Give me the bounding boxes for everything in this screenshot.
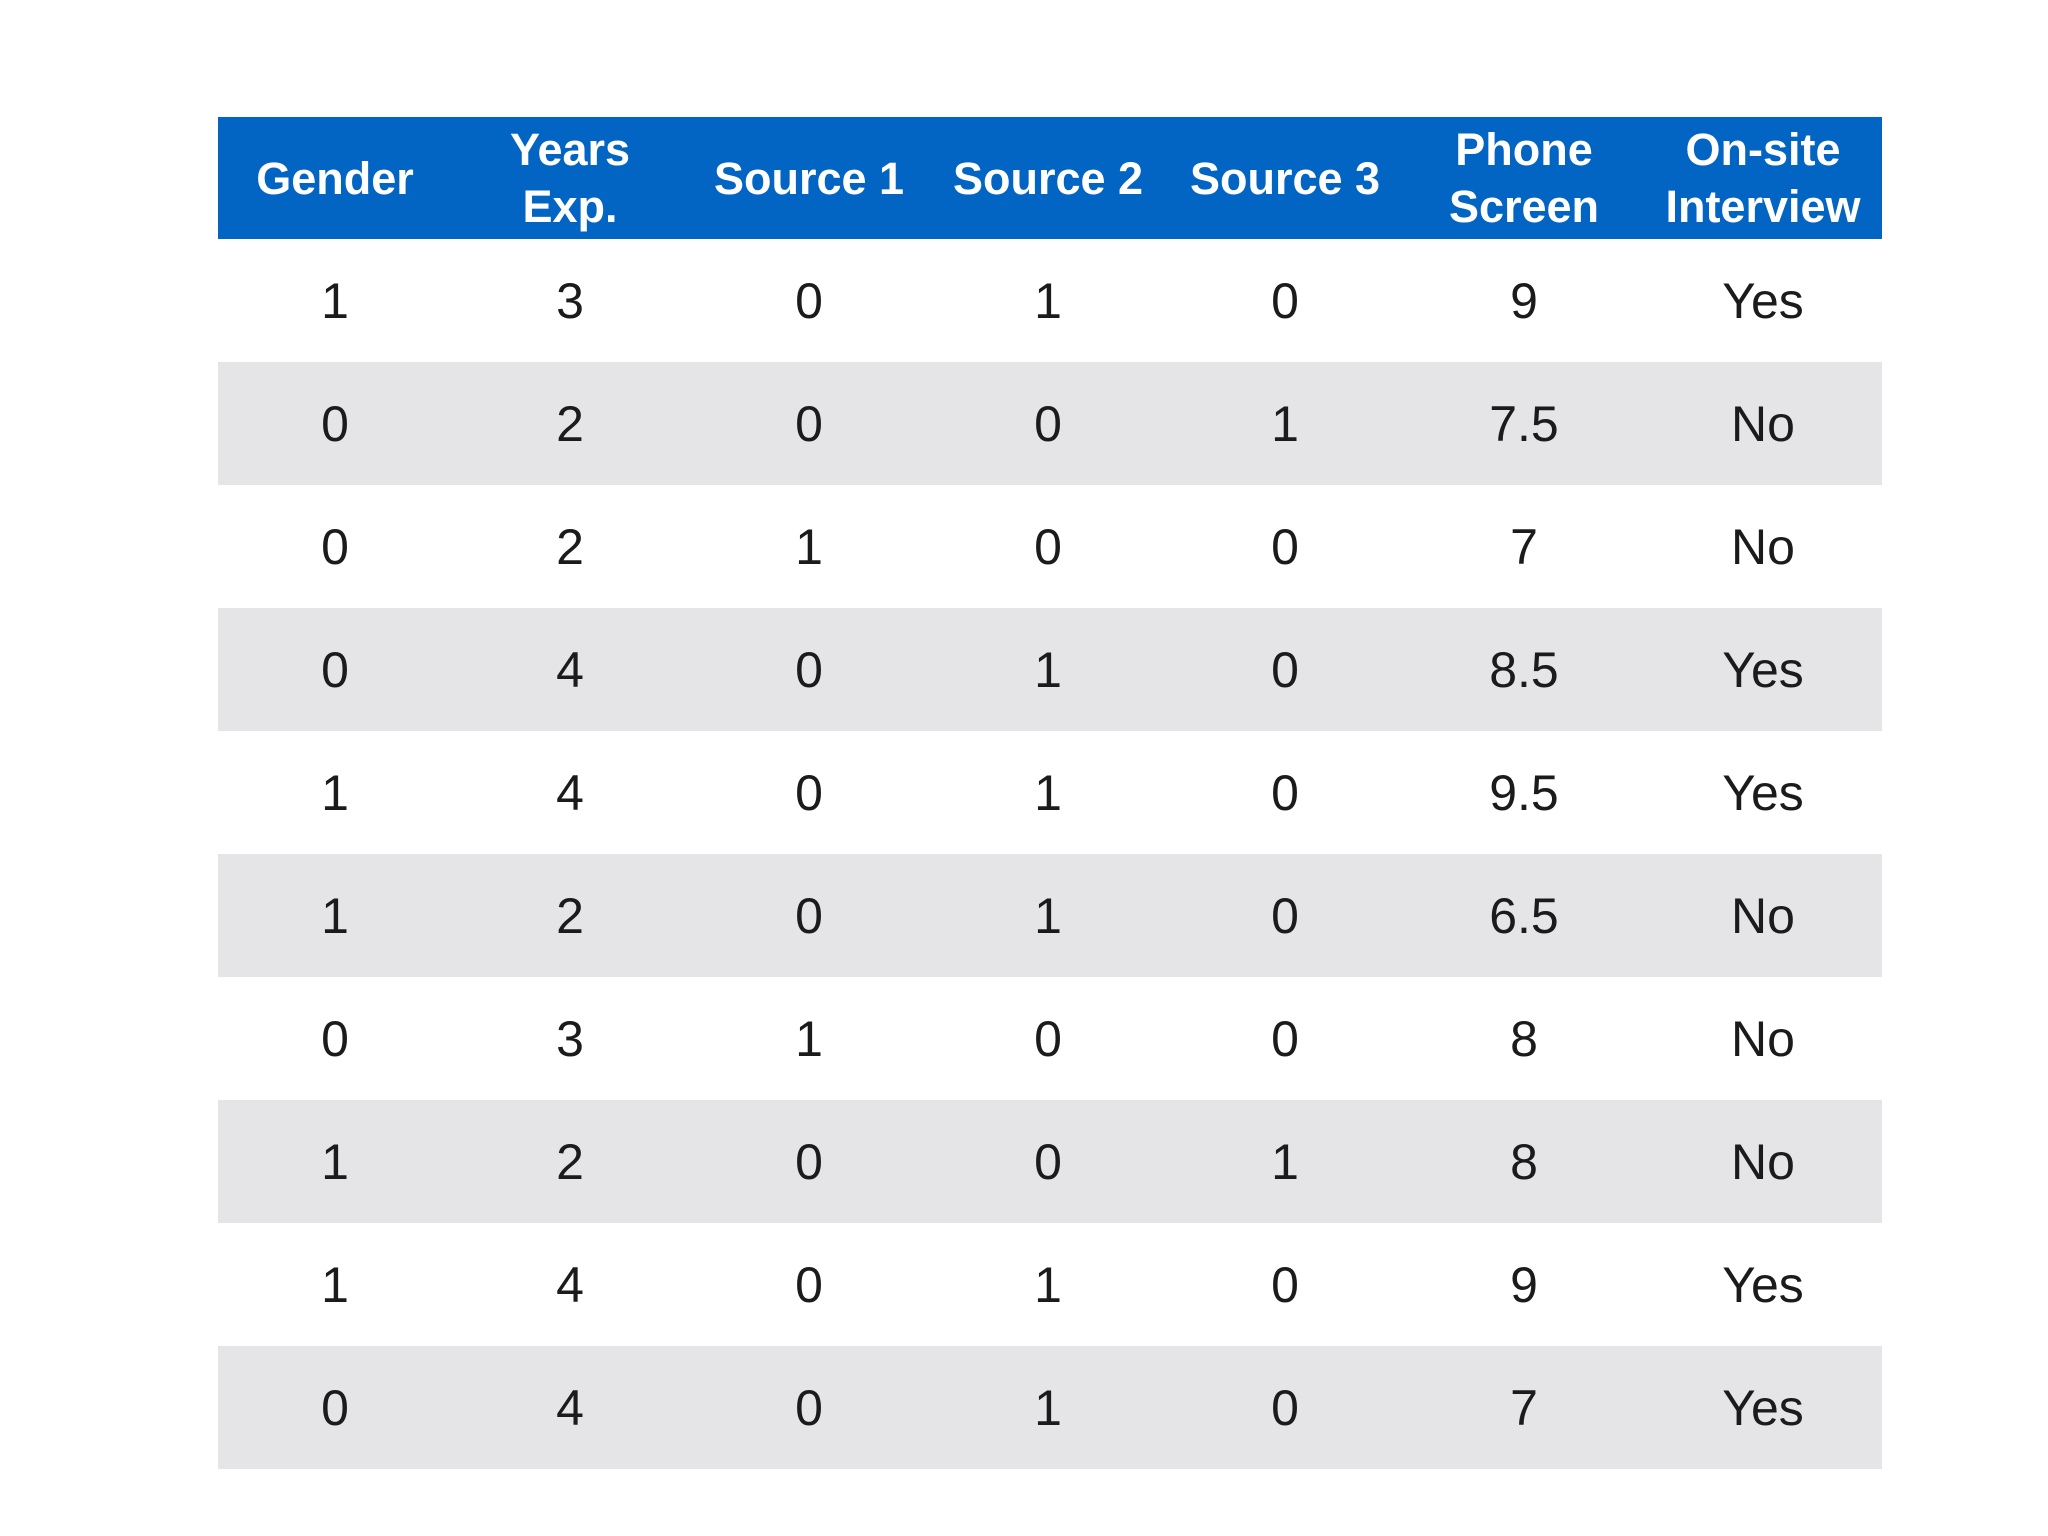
cell-phone-screen: 7	[1404, 1346, 1644, 1469]
cell-source-1: 1	[688, 485, 930, 608]
cell-onsite-interview: No	[1644, 485, 1882, 608]
cell-source-2: 1	[930, 854, 1166, 977]
cell-source-2: 1	[930, 239, 1166, 362]
cell-source-2: 1	[930, 608, 1166, 731]
cell-source-2: 1	[930, 1223, 1166, 1346]
cell-onsite-interview: Yes	[1644, 731, 1882, 854]
table-row: 0 4 0 1 0 7 Yes	[218, 1346, 1882, 1469]
table-row: 0 2 0 0 1 7.5 No	[218, 362, 1882, 485]
header-phone-screen: Phone Screen	[1404, 117, 1644, 239]
table-row: 0 4 0 1 0 8.5 Yes	[218, 608, 1882, 731]
cell-years-exp: 4	[452, 731, 688, 854]
cell-source-1: 0	[688, 1100, 930, 1223]
cell-gender: 1	[218, 1223, 452, 1346]
cell-source-3: 0	[1166, 1223, 1404, 1346]
cell-phone-screen: 6.5	[1404, 854, 1644, 977]
cell-source-2: 1	[930, 1346, 1166, 1469]
header-source-1: Source 1	[688, 117, 930, 239]
cell-source-1: 0	[688, 1223, 930, 1346]
cell-source-1: 0	[688, 608, 930, 731]
cell-gender: 0	[218, 1346, 452, 1469]
cell-source-3: 0	[1166, 1346, 1404, 1469]
table-row: 1 2 0 0 1 8 No	[218, 1100, 1882, 1223]
table-row: 1 4 0 1 0 9 Yes	[218, 1223, 1882, 1346]
cell-source-3: 0	[1166, 731, 1404, 854]
cell-source-3: 0	[1166, 977, 1404, 1100]
header-onsite-interview: On-site Interview	[1644, 117, 1882, 239]
cell-source-1: 0	[688, 854, 930, 977]
cell-source-3: 0	[1166, 239, 1404, 362]
cell-source-1: 0	[688, 362, 930, 485]
cell-years-exp: 4	[452, 608, 688, 731]
cell-source-1: 0	[688, 239, 930, 362]
cell-gender: 1	[218, 731, 452, 854]
cell-source-2: 0	[930, 362, 1166, 485]
cell-years-exp: 3	[452, 977, 688, 1100]
cell-gender: 0	[218, 608, 452, 731]
cell-source-2: 0	[930, 977, 1166, 1100]
cell-onsite-interview: No	[1644, 854, 1882, 977]
cell-onsite-interview: Yes	[1644, 1223, 1882, 1346]
cell-years-exp: 4	[452, 1223, 688, 1346]
cell-phone-screen: 8	[1404, 977, 1644, 1100]
cell-source-3: 0	[1166, 485, 1404, 608]
cell-years-exp: 2	[452, 485, 688, 608]
cell-source-3: 0	[1166, 854, 1404, 977]
table-row: 1 2 0 1 0 6.5 No	[218, 854, 1882, 977]
cell-gender: 0	[218, 977, 452, 1100]
cell-phone-screen: 9	[1404, 239, 1644, 362]
cell-gender: 0	[218, 485, 452, 608]
cell-source-2: 1	[930, 731, 1166, 854]
cell-years-exp: 2	[452, 362, 688, 485]
cell-years-exp: 2	[452, 854, 688, 977]
cell-years-exp: 2	[452, 1100, 688, 1223]
cell-onsite-interview: Yes	[1644, 239, 1882, 362]
cell-phone-screen: 9.5	[1404, 731, 1644, 854]
table-row: 1 4 0 1 0 9.5 Yes	[218, 731, 1882, 854]
cell-onsite-interview: Yes	[1644, 1346, 1882, 1469]
candidate-data-table: Gender Years Exp. Source 1 Source 2 Sour…	[218, 117, 1882, 1469]
cell-source-3: 1	[1166, 362, 1404, 485]
cell-source-2: 0	[930, 1100, 1166, 1223]
cell-source-1: 1	[688, 977, 930, 1100]
table-row: 0 3 1 0 0 8 No	[218, 977, 1882, 1100]
header-source-3: Source 3	[1166, 117, 1404, 239]
cell-source-3: 1	[1166, 1100, 1404, 1223]
cell-source-1: 0	[688, 731, 930, 854]
table-body: 1 3 0 1 0 9 Yes 0 2 0 0 1 7.5 No 0 2 1 0 0 7 No 0 4 0 1 0 8.5 Yes 1 4…	[218, 239, 1882, 1469]
cell-source-2: 0	[930, 485, 1166, 608]
cell-onsite-interview: No	[1644, 1100, 1882, 1223]
table-row: 1 3 0 1 0 9 Yes	[218, 239, 1882, 362]
cell-years-exp: 4	[452, 1346, 688, 1469]
cell-onsite-interview: Yes	[1644, 608, 1882, 731]
cell-source-3: 0	[1166, 608, 1404, 731]
cell-gender: 1	[218, 854, 452, 977]
cell-phone-screen: 7	[1404, 485, 1644, 608]
cell-gender: 0	[218, 362, 452, 485]
cell-gender: 1	[218, 1100, 452, 1223]
cell-phone-screen: 8.5	[1404, 608, 1644, 731]
header-source-2: Source 2	[930, 117, 1166, 239]
cell-source-1: 0	[688, 1346, 930, 1469]
table-header-row: Gender Years Exp. Source 1 Source 2 Sour…	[218, 117, 1882, 239]
cell-phone-screen: 8	[1404, 1100, 1644, 1223]
cell-onsite-interview: No	[1644, 977, 1882, 1100]
cell-phone-screen: 7.5	[1404, 362, 1644, 485]
cell-phone-screen: 9	[1404, 1223, 1644, 1346]
cell-onsite-interview: No	[1644, 362, 1882, 485]
header-gender: Gender	[218, 117, 452, 239]
header-years-exp: Years Exp.	[452, 117, 688, 239]
cell-years-exp: 3	[452, 239, 688, 362]
cell-gender: 1	[218, 239, 452, 362]
table-row: 0 2 1 0 0 7 No	[218, 485, 1882, 608]
